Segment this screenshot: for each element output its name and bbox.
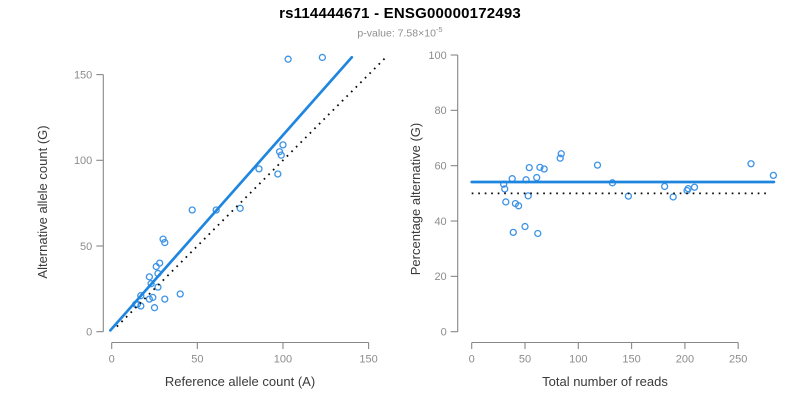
data-point bbox=[159, 235, 167, 243]
figure-header: rs114444671 - ENSG00000172493 p-value: 7… bbox=[0, 5, 800, 40]
data-point bbox=[149, 293, 157, 302]
x-tick-label: 0 bbox=[469, 354, 475, 366]
data-point bbox=[521, 222, 529, 231]
data-point bbox=[769, 171, 778, 180]
y-tick-label: 100 bbox=[428, 50, 446, 62]
data-point bbox=[188, 206, 196, 214]
data-point bbox=[152, 262, 160, 271]
data-point bbox=[557, 150, 565, 158]
y-tick-label: 60 bbox=[434, 160, 446, 172]
y-axis-title: Percentage alternative (G) bbox=[408, 123, 423, 275]
x-tick-label: 150 bbox=[359, 354, 377, 366]
x-tick-label: 200 bbox=[676, 354, 694, 366]
y-tick-label: 50 bbox=[80, 241, 92, 253]
data-point bbox=[255, 165, 263, 173]
data-point bbox=[147, 280, 155, 288]
data-point bbox=[502, 198, 510, 206]
x-axis-title: Reference allele count (A) bbox=[165, 374, 315, 389]
data-point bbox=[669, 193, 677, 201]
y-tick-label: 0 bbox=[86, 327, 92, 339]
figure-subtitle: p-value: 7.58×10-5 bbox=[0, 25, 800, 40]
x-tick-label: 250 bbox=[729, 354, 747, 366]
data-point bbox=[525, 163, 533, 172]
x-tick-label: 0 bbox=[109, 354, 115, 366]
x-tick-label: 150 bbox=[622, 354, 640, 366]
y-tick-label: 0 bbox=[441, 327, 447, 339]
x-tick-label: 50 bbox=[519, 354, 531, 366]
pvalue-exponent: -5 bbox=[435, 25, 443, 34]
y-tick-label: 80 bbox=[434, 105, 446, 117]
data-point bbox=[533, 173, 541, 182]
data-point bbox=[501, 185, 509, 193]
data-point bbox=[150, 304, 159, 312]
data-point bbox=[534, 229, 542, 238]
data-point bbox=[318, 53, 327, 62]
identity-line bbox=[116, 56, 387, 328]
data-point bbox=[514, 202, 523, 210]
data-point bbox=[593, 161, 602, 169]
data-point bbox=[154, 283, 162, 291]
y-tick-label: 150 bbox=[74, 69, 92, 81]
y-axis-title: Alternative allele count (G) bbox=[35, 125, 50, 278]
data-point bbox=[145, 295, 154, 303]
figure-title: rs114444671 - ENSG00000172493 bbox=[279, 5, 521, 22]
data-point bbox=[156, 259, 164, 267]
pvalue-text: p-value: 7.58×10 bbox=[357, 27, 436, 40]
data-point bbox=[536, 163, 544, 171]
data-point bbox=[660, 182, 669, 191]
y-tick-label: 100 bbox=[74, 155, 92, 167]
left-panel: 0 50 100 150 0 50 100 150 Reference allele count… bbox=[35, 53, 387, 389]
x-tick-label: 100 bbox=[569, 354, 587, 366]
x-tick-label: 50 bbox=[191, 354, 203, 366]
data-point bbox=[275, 148, 284, 156]
data-point bbox=[137, 292, 145, 300]
data-point bbox=[161, 295, 169, 303]
data-point bbox=[524, 192, 532, 200]
data-point bbox=[277, 151, 285, 159]
x-axis-title: Total number of reads bbox=[542, 374, 668, 389]
regression-line bbox=[108, 55, 354, 332]
data-point bbox=[161, 238, 169, 247]
data-point bbox=[279, 141, 287, 149]
data-point bbox=[747, 160, 755, 168]
data-point bbox=[540, 165, 548, 173]
data-point bbox=[556, 154, 564, 162]
data-point bbox=[274, 170, 282, 178]
data-point bbox=[212, 206, 220, 214]
data-point bbox=[509, 228, 517, 237]
y-tick-label: 20 bbox=[434, 271, 446, 283]
data-point bbox=[176, 290, 184, 298]
data-point bbox=[284, 55, 292, 63]
data-point bbox=[690, 183, 699, 191]
right-panel: 0 20 40 60 80 100 0 50 100 150 200 250 Total number … bbox=[408, 50, 778, 389]
data-point bbox=[236, 204, 244, 212]
data-point bbox=[145, 273, 154, 281]
x-tick-label: 100 bbox=[274, 354, 292, 366]
y-tick-label: 40 bbox=[434, 216, 446, 228]
